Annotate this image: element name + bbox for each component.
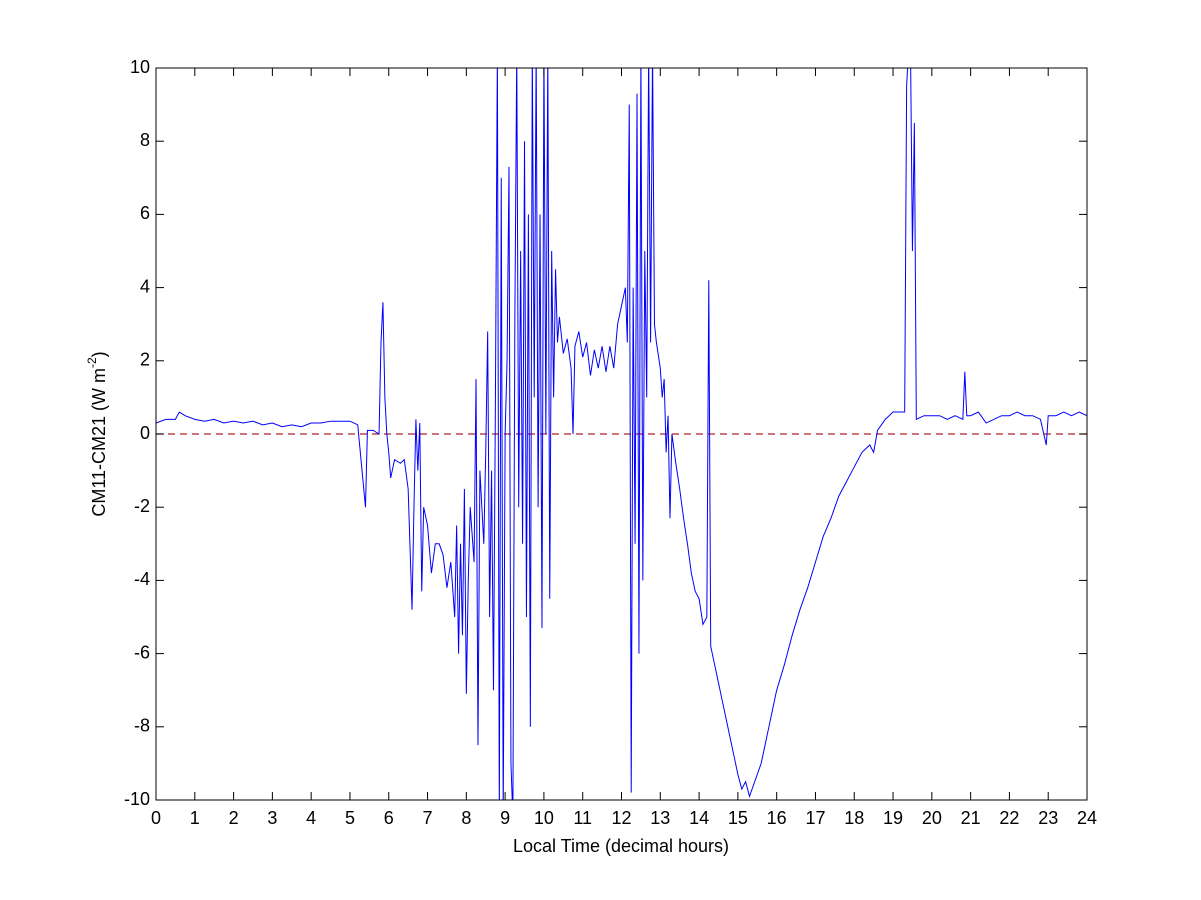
y-label-superscript: -2	[85, 357, 99, 368]
plot-area	[156, 68, 1087, 800]
x-tick-label: 1	[190, 808, 200, 828]
x-tick-label: 4	[306, 808, 316, 828]
x-tick-label: 11	[573, 808, 592, 828]
y-tick-label: 0	[140, 423, 150, 443]
x-tick-label: 22	[999, 808, 1019, 828]
y-tick-label: -4	[134, 569, 150, 589]
y-axis-label: CM11-CM21 (W m-2)	[85, 351, 109, 516]
y-label-suffix: )	[89, 351, 109, 357]
x-tick-label: 13	[650, 808, 670, 828]
x-axis-label: Local Time (decimal hours)	[513, 836, 729, 856]
x-tick-label: 8	[461, 808, 471, 828]
x-tick-label: 18	[844, 808, 864, 828]
x-tick-label: 7	[423, 808, 433, 828]
x-tick-label: 23	[1038, 808, 1058, 828]
x-tick-label: 17	[805, 808, 825, 828]
x-tick-label: 20	[922, 808, 942, 828]
y-tick-label: 8	[140, 130, 150, 150]
y-tick-label: -8	[134, 716, 150, 736]
x-tick-label: 21	[961, 808, 981, 828]
x-tick-label: 10	[534, 808, 554, 828]
x-tick-label: 0	[151, 808, 161, 828]
y-tick-label: -2	[134, 496, 150, 516]
x-tick-label: 19	[883, 808, 903, 828]
data-line	[156, 68, 1087, 800]
x-tick-label: 14	[689, 808, 709, 828]
x-tick-label: 6	[384, 808, 394, 828]
y-tick-label: 10	[130, 57, 150, 77]
x-tick-label: 5	[345, 808, 355, 828]
y-label-text: CM11-CM21 (W m	[89, 368, 109, 517]
x-tick-label: 9	[500, 808, 510, 828]
y-tick-label: 2	[140, 350, 150, 370]
y-tick-label: 6	[140, 203, 150, 223]
x-tick-label: 24	[1077, 808, 1097, 828]
y-tick-label: 4	[140, 276, 150, 296]
x-tick-label: 15	[728, 808, 748, 828]
y-tick-label: -6	[134, 642, 150, 662]
x-tick-label: 2	[229, 808, 239, 828]
x-tick-label: 16	[767, 808, 787, 828]
y-tick-label: -10	[124, 789, 150, 809]
x-tick-label: 12	[611, 808, 631, 828]
x-tick-label: 3	[267, 808, 277, 828]
